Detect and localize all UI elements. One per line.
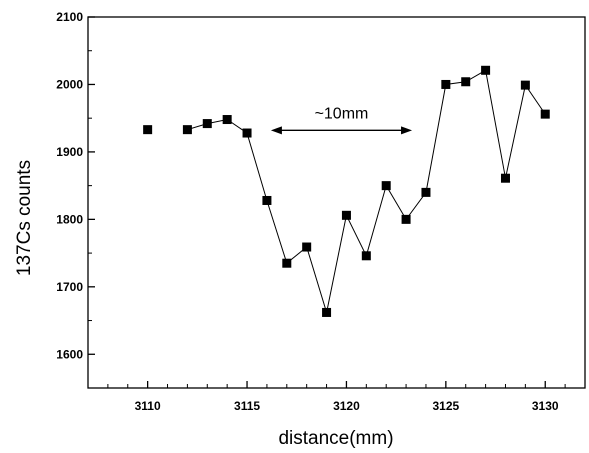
data-point xyxy=(481,65,491,75)
data-point xyxy=(461,77,471,87)
annotation-arrowhead-left xyxy=(270,126,282,135)
plot-border xyxy=(87,16,586,389)
data-point xyxy=(401,214,411,224)
data-point xyxy=(242,128,252,138)
x-tick-label: 3125 xyxy=(432,399,459,413)
x-tick-label: 3115 xyxy=(234,399,260,413)
annotation-label: ~10mm xyxy=(315,105,369,122)
y-axis: 1600 1700 1800 1900 2000 2100 xyxy=(56,10,95,389)
plot-frame xyxy=(87,16,586,389)
y-tick-label: 2000 xyxy=(56,77,83,91)
x-axis: 3110 3115 3120 3125 3130 xyxy=(87,381,586,413)
data-point xyxy=(282,258,292,268)
y-tick-label: 1800 xyxy=(56,212,83,226)
x-tick-label: 3130 xyxy=(532,399,559,413)
x-axis-title: distance(mm) xyxy=(278,428,393,449)
annotation-arrowhead-right xyxy=(401,126,413,135)
data-point xyxy=(322,307,332,317)
data-point xyxy=(381,181,391,191)
data-point xyxy=(143,125,153,135)
y-tick-label: 1900 xyxy=(56,145,83,159)
data-point xyxy=(421,187,431,197)
y-tick-label: 1600 xyxy=(56,347,83,361)
annotation: ~10mm xyxy=(270,105,413,135)
x-tick-label: 3110 xyxy=(135,399,161,413)
y-axis-title: 137Cs counts xyxy=(14,160,35,276)
x-tick-label: 3120 xyxy=(333,399,360,413)
data-point xyxy=(302,242,312,252)
series-points xyxy=(143,65,550,317)
data-point xyxy=(500,173,510,183)
data-point xyxy=(222,115,232,125)
data-point xyxy=(262,195,272,205)
data-point xyxy=(441,79,451,89)
data-point xyxy=(182,125,192,135)
data-point xyxy=(540,109,550,119)
data-point xyxy=(361,251,371,261)
y-tick-label: 2100 xyxy=(56,10,83,24)
y-tick-label: 1700 xyxy=(56,280,83,294)
data-point xyxy=(341,210,351,220)
data-point xyxy=(202,119,212,129)
data-point xyxy=(520,80,530,90)
